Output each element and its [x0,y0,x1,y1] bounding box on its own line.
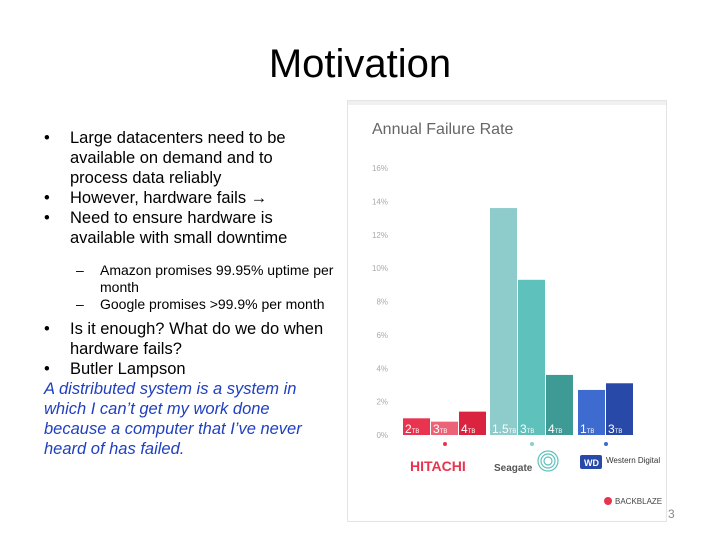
seagate-swirl-icon [537,450,559,472]
wd-logo-icon [580,455,602,469]
bullet-text: However, hardware fails → [70,189,268,207]
wd-logo-text: Western Digital [606,456,660,465]
bar [431,421,458,435]
y-tick-label: 2% [376,398,388,407]
group-dot [530,442,534,446]
failure-rate-chart: Annual Failure Rate 0% 2% 4% 6% 8% 10% 12% 14% 16… [372,121,662,506]
bullet-dot: • [44,320,50,338]
backblaze-flame-icon [604,497,612,505]
chart-panel: Annual Failure Rate 0% 2% 4% 6% 8% 10% 12% 14% 16… [347,100,667,522]
seagate-swirl-icon [540,453,556,469]
y-tick-label: 10% [372,264,388,273]
hitachi-logo: HITACHI [410,458,466,474]
chart-title: Annual Failure Rate [372,121,514,138]
lampson-quote: A distributed system is a system in whic… [44,380,302,458]
bar [403,418,430,435]
bullet-dot: • [44,129,50,147]
seagate-swirl-icon [543,456,553,466]
bullet-text: Butler Lampson [70,360,186,378]
bullet-dot: • [44,189,50,207]
y-tick-label: 14% [372,197,388,206]
y-tick-label: 4% [376,364,388,373]
wd-logo-mark: WD [584,458,599,468]
bullet-text: Need to ensure hardware is available wit… [70,209,288,247]
bullet-item: • Is it enough? What do we do when hardw… [44,319,334,359]
bar [459,411,486,435]
sub-bullet-item: – Amazon promises 99.95% uptime per mont… [44,262,334,296]
y-tick-label: 16% [372,164,388,173]
bar [546,374,573,435]
backblaze-brand: BACKBLAZE [615,497,662,506]
slide-title: Motivation [268,42,452,86]
bullet-item: • Large datacenters need to be available… [44,128,334,188]
seagate-logo: Seagate [494,463,533,474]
page-number: 3 [668,507,675,521]
bullet-text: Is it enough? What do we do when hardwar… [70,320,324,358]
bar [490,208,517,435]
bar [518,279,545,435]
sub-bullet-text: Amazon promises 99.95% uptime per month [100,262,334,295]
bullet-text: Large datacenters need to be available o… [70,129,286,187]
y-tick-label: 0% [376,431,388,440]
bullet-dot: • [44,209,50,227]
y-tick-label: 8% [376,298,388,307]
group-dot [443,442,447,446]
bar [578,389,605,435]
sub-bullet-text: Google promises >99.9% per month [100,296,325,312]
sub-bullet-item: – Google promises >99.9% per month [44,296,334,313]
y-tick-label: 12% [372,231,388,240]
group-dot [604,442,608,446]
bullet-item: • Need to ensure hardware is available w… [44,208,334,248]
bullet-item: • However, hardware fails → [44,188,334,208]
bullet-list: • Large datacenters need to be available… [44,128,334,476]
bullet-dot: • [44,360,50,378]
sub-bullet-dash: – [76,262,84,278]
bar [606,383,633,435]
sub-bullet-dash: – [76,296,84,312]
y-tick-label: 6% [376,331,388,340]
bullet-item: • Butler Lampson [44,359,334,379]
